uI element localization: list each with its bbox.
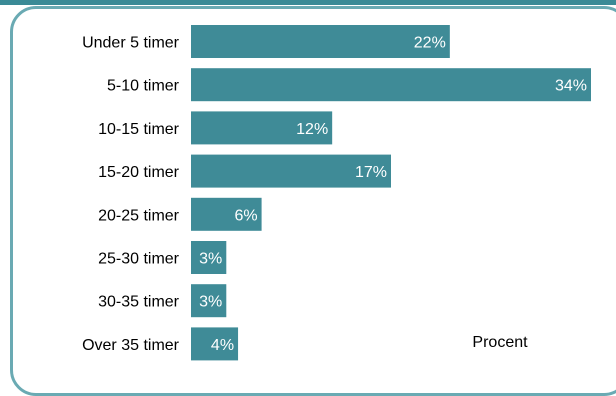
category-label-0: Under 5 timer xyxy=(82,35,180,52)
bar-2 xyxy=(191,111,333,145)
bar-4 xyxy=(191,197,262,231)
bar-5 xyxy=(191,241,227,274)
category-label-5: 25-30 timer xyxy=(98,251,180,268)
category-label-2: 10-15 timer xyxy=(98,121,180,138)
data-label-4: 6% xyxy=(234,207,257,224)
category-labels-group: Under 5 timer 5-10 timer 10-15 timer 15-20 … xyxy=(82,35,180,354)
bar-3 xyxy=(191,154,391,188)
data-label-0: 22% xyxy=(414,35,446,52)
category-label-7: Over 35 timer xyxy=(82,337,180,354)
data-label-1: 34% xyxy=(555,78,587,95)
header-band xyxy=(0,0,616,5)
data-label-2: 12% xyxy=(296,121,328,138)
category-label-4: 20-25 timer xyxy=(98,207,180,224)
bar-1 xyxy=(191,68,591,102)
data-label-7: 4% xyxy=(211,337,234,354)
category-label-6: 30-35 timer xyxy=(98,294,180,311)
data-label-5: 3% xyxy=(199,251,222,268)
bar-0 xyxy=(191,25,450,58)
category-label-1: 5-10 timer xyxy=(107,78,180,95)
data-labels-group: 22% 34% 12% 17% 6% 3% 3% 4% xyxy=(199,35,587,354)
unit-label: Procent xyxy=(472,334,528,351)
bars-group xyxy=(191,25,591,361)
bar-6 xyxy=(191,284,227,318)
data-label-6: 3% xyxy=(199,294,222,311)
category-label-3: 15-20 timer xyxy=(98,164,180,181)
data-label-3: 17% xyxy=(355,164,387,181)
bar-7 xyxy=(191,327,239,361)
bar-chart: Under 5 timer 5-10 timer 10-15 timer 15-20 … xyxy=(82,25,591,361)
